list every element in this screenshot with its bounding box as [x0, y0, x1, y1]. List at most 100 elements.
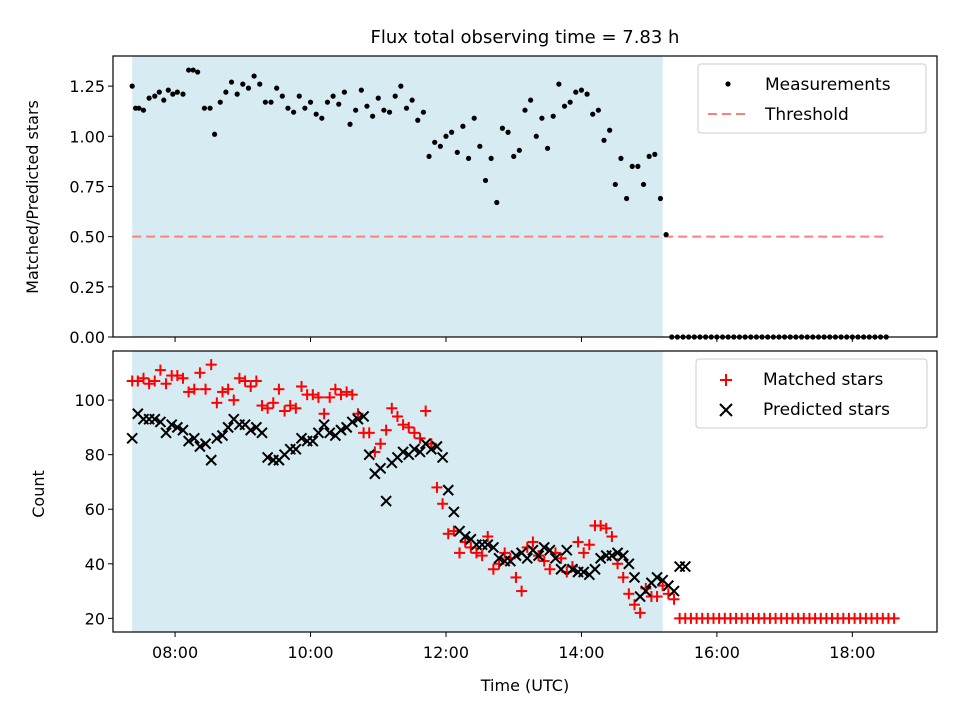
top-legend: Measurements Threshold: [697, 63, 927, 134]
matched-star-point: [335, 389, 347, 401]
measurements-legend-marker: [725, 81, 731, 87]
measurement-point: [640, 181, 647, 188]
measurement-point: [274, 85, 280, 91]
predicted-star-point: [442, 484, 454, 496]
x-tick-label: 14:00: [558, 643, 604, 662]
measurement-point: [195, 69, 201, 75]
predicted-star-point: [482, 538, 494, 551]
x-tick-label: 08:00: [152, 643, 198, 662]
measurement-point: [358, 87, 364, 93]
measurement-point: [471, 115, 477, 121]
predicted-star-point: [431, 440, 443, 453]
predicted-star-point: [566, 563, 579, 575]
measurement-point: [482, 177, 489, 184]
predicted-star-point: [318, 418, 330, 431]
chart-title: Flux total observing time = 7.83 h: [371, 27, 680, 48]
measurement-point: [420, 109, 427, 115]
measurement-point: [353, 107, 359, 113]
matched-star-point: [239, 375, 251, 387]
measurement-point: [165, 87, 171, 93]
x-tick-label: 16:00: [694, 643, 740, 662]
matched-star-point: [137, 372, 149, 384]
predicted-star-point: [363, 448, 375, 461]
measurement-point: [217, 99, 223, 105]
bottom-y-ticks: 20 40 60 80 100: [74, 391, 113, 628]
measurement-point: [211, 131, 218, 137]
measurement-point: [186, 67, 192, 73]
matched-star-point: [527, 536, 539, 548]
top-shaded-span: [132, 56, 663, 337]
predicted-star-point: [245, 424, 257, 436]
matched-star-point: [154, 364, 166, 376]
matched-star-point: [284, 400, 296, 412]
measurement-point: [398, 83, 404, 89]
measurement-point: [386, 109, 393, 115]
predicted-star-point: [222, 421, 234, 434]
measurement-point: [663, 232, 669, 238]
matched-star-point: [250, 375, 262, 387]
predicted-star-point: [628, 571, 641, 584]
predicted-star-point: [211, 432, 223, 445]
matched-star-point: [380, 424, 392, 436]
bottom-shaded-span: [132, 351, 663, 632]
measurement-point: [370, 113, 376, 119]
measurement-point: [488, 155, 494, 161]
matched-star-point: [544, 563, 556, 575]
measurement-point: [161, 97, 167, 103]
matched-star-point: [617, 571, 629, 583]
predicted-star-point: [160, 427, 172, 439]
matched-star-point: [623, 588, 635, 600]
predicted-star-point: [611, 547, 624, 559]
matched-star-point: [397, 419, 409, 431]
matched-star-point: [290, 402, 302, 414]
matched-star-point: [657, 580, 669, 592]
measurement-point: [584, 91, 590, 97]
matched-star-point: [499, 547, 511, 559]
measurement-point: [618, 155, 624, 161]
predicted-star-point: [679, 560, 691, 573]
top-y-tick-label: 0.00: [69, 328, 105, 347]
predicted-star-point: [374, 462, 387, 475]
measurement-point: [607, 127, 613, 133]
matched-star-point: [375, 438, 387, 450]
matched-star-point: [578, 547, 590, 559]
predicted-star-point: [532, 549, 545, 562]
matched-star-point: [279, 405, 291, 417]
matched-star-point: [431, 481, 443, 493]
legend-matched-stars: Matched stars: [763, 370, 883, 390]
predicted-star-point: [154, 416, 167, 428]
predicted-star-point: [126, 432, 138, 445]
measurement-point: [347, 121, 353, 127]
matched-star-point: [324, 391, 336, 403]
predicted-legend-marker: [719, 403, 733, 417]
bottom-y-tick-label: 20: [85, 609, 105, 628]
predicted-star-point: [290, 443, 302, 455]
measurement-point: [324, 99, 331, 105]
measurement-point: [657, 195, 664, 202]
predicted-star-point: [216, 429, 229, 442]
matched-star-point: [200, 383, 212, 395]
measurement-point: [152, 93, 158, 99]
measurement-point: [432, 139, 438, 145]
matched-star-point: [612, 558, 624, 570]
matched-star-point: [538, 555, 550, 567]
measurement-point: [454, 149, 460, 155]
matched-star-point: [408, 427, 420, 439]
matched-star-point: [307, 389, 319, 401]
predicted-star-point: [651, 571, 663, 584]
measurement-point: [174, 89, 180, 95]
predicted-star-point: [312, 427, 325, 439]
measurement-point: [223, 89, 229, 95]
measurement-point: [646, 153, 652, 159]
predicted-stars-points: [126, 408, 691, 603]
bottom-y-axis-label: Count: [29, 470, 48, 518]
x-tick-label: 10:00: [287, 643, 333, 662]
predicted-star-point: [606, 549, 618, 562]
measurement-point: [623, 195, 630, 202]
matched-star-point: [628, 599, 640, 611]
measurement-point: [561, 103, 568, 109]
predicted-star-point: [165, 418, 178, 431]
x-axis-label: Time (UTC): [480, 676, 569, 695]
measurement-point: [528, 97, 534, 103]
predicted-star-point: [335, 424, 347, 436]
